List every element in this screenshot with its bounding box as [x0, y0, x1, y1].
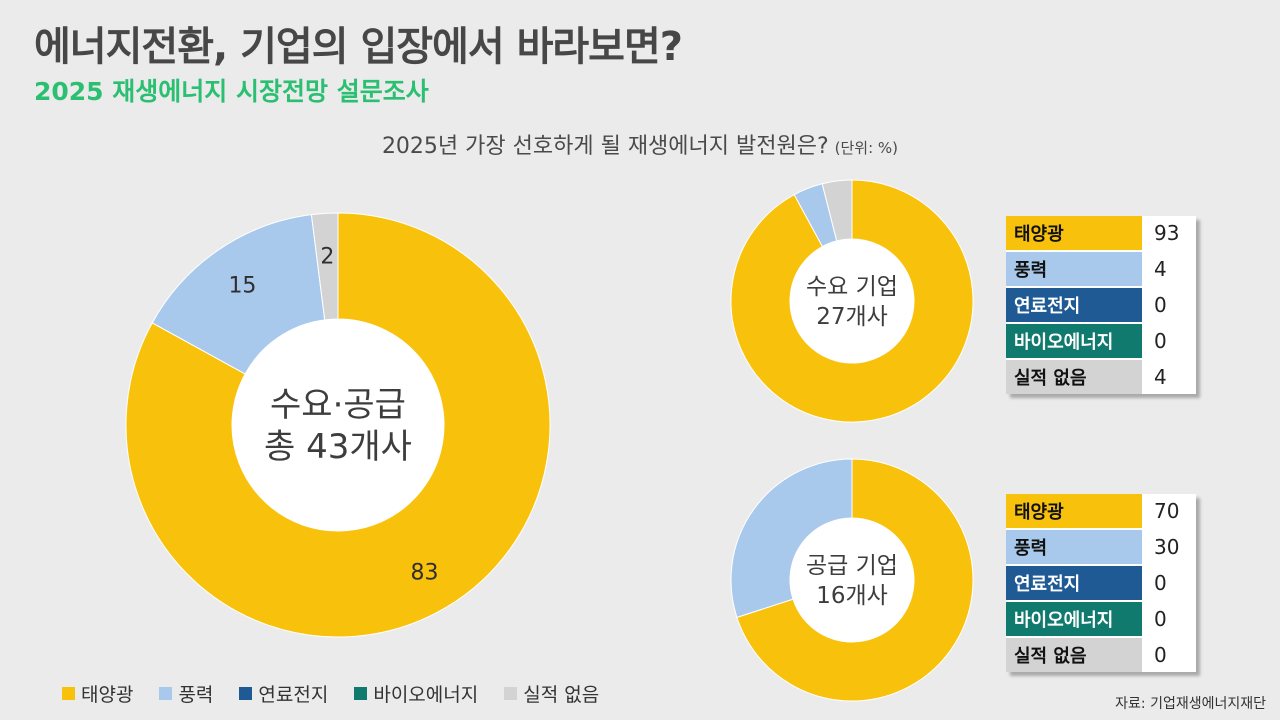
legend-swatch — [159, 687, 173, 700]
donut-center-label: 수요·공급 — [270, 385, 406, 425]
table-label: 풍력 — [1006, 530, 1142, 564]
table-value: 30 — [1142, 530, 1196, 564]
table-row: 실적 없음 4 — [1006, 360, 1196, 394]
legend-item: 바이오에너지 — [354, 680, 478, 707]
legend-label: 풍력 — [178, 684, 214, 706]
legend-item: 실적 없음 — [504, 680, 599, 707]
supply-table: 태양광 70 풍력 30 연료전지 0 바이오에너지 0 실적 없음 0 — [1006, 494, 1196, 672]
legend-item: 연료전지 — [239, 680, 328, 707]
table-label: 연료전지 — [1006, 566, 1142, 600]
legend-item: 태양광 — [62, 680, 133, 707]
legend-label: 바이오에너지 — [373, 684, 479, 706]
table-value: 70 — [1142, 494, 1196, 528]
legend-label: 연료전지 — [258, 684, 329, 706]
table-value: 0 — [1142, 638, 1196, 672]
table-row: 태양광 70 — [1006, 494, 1196, 528]
legend-item: 풍력 — [159, 680, 213, 707]
demand-table: 태양광 93 풍력 4 연료전지 0 바이오에너지 0 실적 없음 4 — [1006, 216, 1196, 394]
table-row: 태양광 93 — [1006, 216, 1196, 250]
donut-center-label: 공급 기업 — [806, 553, 898, 579]
table-label: 연료전지 — [1006, 288, 1142, 322]
table-value: 93 — [1142, 216, 1196, 250]
page-title: 에너지전환, 기업의 입장에서 바라보면? — [34, 24, 683, 70]
table-row: 실적 없음 0 — [1006, 638, 1196, 672]
table-label: 바이오에너지 — [1006, 602, 1142, 636]
table-value: 4 — [1142, 252, 1196, 286]
legend-label: 태양광 — [81, 684, 134, 706]
chart-legend: 태양광 풍력 연료전지 바이오에너지 실적 없음 — [62, 680, 599, 707]
table-value: 0 — [1142, 324, 1196, 358]
donut-center-label: 27개사 — [816, 304, 888, 330]
legend-swatch — [354, 687, 368, 700]
source-note: 자료: 기업재생에너지재단 — [1115, 696, 1266, 712]
donut-center-label: 수요 기업 — [806, 274, 898, 300]
table-label: 실적 없음 — [1006, 638, 1142, 672]
table-label: 실적 없음 — [1006, 360, 1142, 394]
data-label: 2 — [320, 244, 334, 269]
table-row: 풍력 4 — [1006, 252, 1196, 286]
table-label: 풍력 — [1006, 252, 1142, 286]
question-text: 2025년 가장 선호하게 될 재생에너지 발전원은? — [381, 134, 829, 159]
donut-center-label: 16개사 — [816, 583, 888, 609]
data-label: 15 — [228, 273, 256, 298]
table-row: 연료전지 0 — [1006, 288, 1196, 322]
table-row: 연료전지 0 — [1006, 566, 1196, 600]
table-value: 0 — [1142, 288, 1196, 322]
legend-swatch — [239, 687, 253, 700]
table-label: 태양광 — [1006, 216, 1142, 250]
donut-hole — [232, 319, 444, 531]
legend-swatch — [62, 687, 75, 700]
table-value: 0 — [1142, 602, 1196, 636]
table-row: 풍력 30 — [1006, 530, 1196, 564]
donut-hole — [790, 518, 914, 642]
chart-question: 2025년 가장 선호하게 될 재생에너지 발전원은? (단위: %) — [0, 128, 1280, 160]
question-unit: (단위: %) — [834, 139, 899, 157]
donut-hole — [790, 239, 914, 363]
page-subtitle: 2025 재생에너지 시장전망 설문조사 — [34, 77, 429, 106]
legend-label: 실적 없음 — [523, 684, 600, 706]
table-value: 4 — [1142, 360, 1196, 394]
table-value: 0 — [1142, 566, 1196, 600]
table-row: 바이오에너지 0 — [1006, 602, 1196, 636]
table-label: 태양광 — [1006, 494, 1142, 528]
data-label: 83 — [411, 560, 439, 585]
table-row: 바이오에너지 0 — [1006, 324, 1196, 358]
table-label: 바이오에너지 — [1006, 324, 1142, 358]
donut-center-label: 총 43개사 — [264, 427, 412, 467]
legend-swatch — [504, 687, 518, 700]
